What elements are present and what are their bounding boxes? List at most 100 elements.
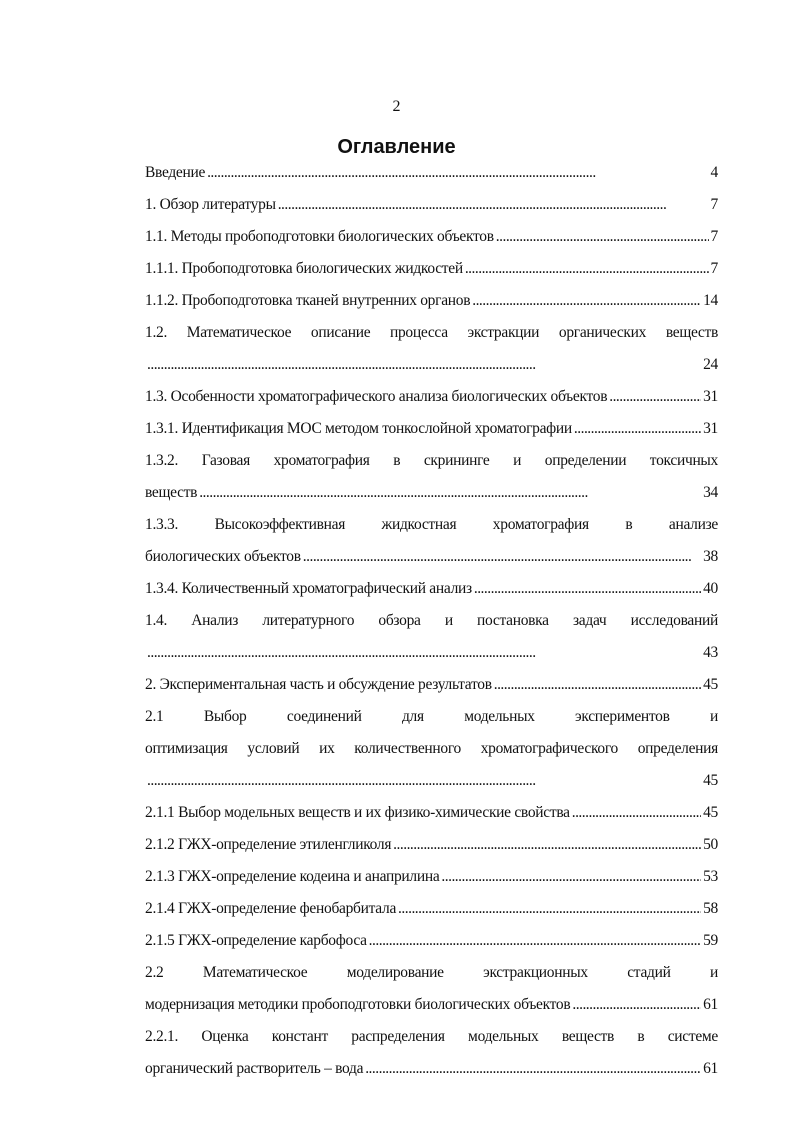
dot-leader xyxy=(472,285,701,317)
dot-leader xyxy=(465,253,709,285)
toc-entry: 2.1 Выбор соединений для модельных экспе… xyxy=(145,701,718,797)
toc-entry-line: 1.1.1. Пробоподготовка биологических жид… xyxy=(145,253,718,285)
dot-leader xyxy=(147,765,701,797)
dot-leader xyxy=(393,829,701,861)
toc-entry: 1.1. Методы пробоподготовки биологически… xyxy=(145,221,718,253)
toc-entry-title-line: 2.1 Выбор соединений для модельных экспе… xyxy=(145,708,718,725)
toc-entry-title: 1. Обзор литературы xyxy=(145,196,276,213)
toc-entry-line: 1.3.1. Идентификация МОС методом тонкосл… xyxy=(145,413,718,445)
toc-entry-page: 45 xyxy=(703,772,718,789)
toc-entry: 2.1.1 Выбор модельных веществ и их физик… xyxy=(145,797,718,829)
dot-leader xyxy=(303,541,701,573)
toc-entry-title: модернизация методики пробоподготовки би… xyxy=(145,996,571,1013)
dot-leader xyxy=(609,381,701,413)
toc-entry-page: 61 xyxy=(703,1060,718,1077)
toc-entry-page: 40 xyxy=(703,580,718,597)
toc-entry-title: органический растворитель – вода xyxy=(145,1060,364,1077)
dot-leader xyxy=(207,157,708,189)
toc-entry-line: веществ 34 xyxy=(145,477,718,509)
toc-entry-title: 1.3.1. Идентификация МОС методом тонкосл… xyxy=(145,420,572,437)
toc-entry-title: 2.1.1 Выбор модельных веществ и их физик… xyxy=(145,804,570,821)
toc-entry: 1.1.1. Пробоподготовка биологических жид… xyxy=(145,253,718,285)
toc-entry-title: 2.1.4 ГЖХ-определение фенобарбитала xyxy=(145,900,397,917)
toc-entry-title: 1.1.2. Пробоподготовка тканей внутренних… xyxy=(145,292,471,309)
toc-entry: 2. Экспериментальная часть и обсуждение … xyxy=(145,669,718,701)
toc-entry-title-line: 2.2 Математическое моделирование экстрак… xyxy=(145,964,718,981)
toc-entry-page: 45 xyxy=(703,804,718,821)
toc-entry: 2.1.3 ГЖХ-определение кодеина и анаприли… xyxy=(145,861,718,893)
dot-leader xyxy=(496,221,709,253)
toc-entry-title: 1.1.1. Пробоподготовка биологических жид… xyxy=(145,260,463,277)
toc-entry-page: 24 xyxy=(703,356,718,373)
toc-entry-page: 43 xyxy=(703,644,718,661)
toc-entry-line: 2. Экспериментальная часть и обсуждение … xyxy=(145,669,718,701)
toc-entry-page: 7 xyxy=(710,196,719,213)
dot-leader xyxy=(365,1053,701,1085)
dot-leader xyxy=(574,413,701,445)
toc-entry: 1.4. Анализ литературного обзора и поста… xyxy=(145,605,718,669)
toc-entry-title: биологических объектов xyxy=(145,548,301,565)
toc-entry-title: 2. Экспериментальная часть и обсуждение … xyxy=(145,676,492,693)
toc-entry-page: 34 xyxy=(703,484,718,501)
toc-entry-title: веществ xyxy=(145,484,198,501)
toc-entry-page: 7 xyxy=(710,260,719,277)
toc-entry-line: 1.1.2. Пробоподготовка тканей внутренних… xyxy=(145,285,718,317)
toc-entry-title: 2.1.2 ГЖХ-определение этиленгликоля xyxy=(145,836,392,853)
toc-entry-page: 50 xyxy=(703,836,718,853)
toc-entry-page: 31 xyxy=(703,420,718,437)
toc-entry: 1.3.3. Высокоэффективная жидкостная хром… xyxy=(145,509,718,573)
dot-leader xyxy=(572,989,701,1021)
toc-entry-line: 24 xyxy=(145,349,718,381)
toc-entry-line: 1. Обзор литературы 7 xyxy=(145,189,718,221)
toc-entry: 1.3. Особенности хроматографического ана… xyxy=(145,381,718,413)
dot-leader xyxy=(474,573,701,605)
toc-entry-line: 43 xyxy=(145,637,718,669)
toc-entry-title: 1.3. Особенности хроматографического ана… xyxy=(145,388,608,405)
toc-entry-line: 2.1.2 ГЖХ-определение этиленгликоля 50 xyxy=(145,829,718,861)
dot-leader xyxy=(278,189,709,221)
toc-entry-line: 2.1.1 Выбор модельных веществ и их физик… xyxy=(145,797,718,829)
toc-entry: 2.1.2 ГЖХ-определение этиленгликоля 50 xyxy=(145,829,718,861)
toc-entry-title-line: оптимизация условий их количественного х… xyxy=(145,740,718,757)
dot-leader xyxy=(441,861,701,893)
toc-entry-page: 38 xyxy=(703,548,718,565)
toc-entry-page: 31 xyxy=(703,388,718,405)
toc-entry-page: 7 xyxy=(710,228,719,245)
dot-leader xyxy=(369,925,701,957)
toc-entry-page: 59 xyxy=(703,932,718,949)
toc-entry-title: 1.3.4. Количественный хроматографический… xyxy=(145,580,472,597)
toc-entry-line: 2.1.3 ГЖХ-определение кодеина и анаприли… xyxy=(145,861,718,893)
toc-entry: 2.2 Математическое моделирование экстрак… xyxy=(145,957,718,1021)
page-number: 2 xyxy=(392,98,401,115)
toc-entry-title-line: 2.2.1. Оценка констант распределения мод… xyxy=(145,1028,718,1045)
dot-leader xyxy=(199,477,701,509)
page-title: Оглавление xyxy=(337,136,456,158)
toc-entry-line: органический растворитель – вода 61 xyxy=(145,1053,718,1085)
dot-leader xyxy=(494,669,701,701)
dot-leader xyxy=(147,637,701,669)
toc-entry-line: модернизация методики пробоподготовки би… xyxy=(145,989,718,1021)
toc-entry-page: 61 xyxy=(703,996,718,1013)
toc-entry-line: 2.1.4 ГЖХ-определение фенобарбитала 58 xyxy=(145,893,718,925)
dot-leader xyxy=(398,893,701,925)
toc-entry: 1.3.2. Газовая хроматография в скрининге… xyxy=(145,445,718,509)
toc-entry-title: 1.1. Методы пробоподготовки биологически… xyxy=(145,228,494,245)
toc-entry: 2.1.5 ГЖХ-определение карбофоса 59 xyxy=(145,925,718,957)
toc-entry-line: 45 xyxy=(145,765,718,797)
toc-entry-line: 1.3. Особенности хроматографического ана… xyxy=(145,381,718,413)
toc-entry-line: биологических объектов 38 xyxy=(145,541,718,573)
toc-entry: 2.1.4 ГЖХ-определение фенобарбитала 58 xyxy=(145,893,718,925)
toc-entry-title-line: 1.4. Анализ литературного обзора и поста… xyxy=(145,612,718,629)
table-of-contents: Введение 4 1. Обзор литературы 7 1.1. Методы… xyxy=(145,157,718,1085)
toc-entry-line: 1.1. Методы пробоподготовки биологически… xyxy=(145,221,718,253)
toc-entry: 1.3.1. Идентификация МОС методом тонкосл… xyxy=(145,413,718,445)
toc-entry-title-line: 1.3.2. Газовая хроматография в скрининге… xyxy=(145,452,718,469)
toc-entry-title-line: 1.3.3. Высокоэффективная жидкостная хром… xyxy=(145,516,718,533)
toc-entry: 1.2. Математическое описание процесса эк… xyxy=(145,317,718,381)
dot-leader xyxy=(572,797,701,829)
toc-entry: 1.3.4. Количественный хроматографический… xyxy=(145,573,718,605)
toc-entry-line: 2.1.5 ГЖХ-определение карбофоса 59 xyxy=(145,925,718,957)
toc-entry-line: 1.3.4. Количественный хроматографический… xyxy=(145,573,718,605)
toc-entry-line: Введение 4 xyxy=(145,157,718,189)
toc-entry-title-line: 1.2. Математическое описание процесса эк… xyxy=(145,324,718,341)
